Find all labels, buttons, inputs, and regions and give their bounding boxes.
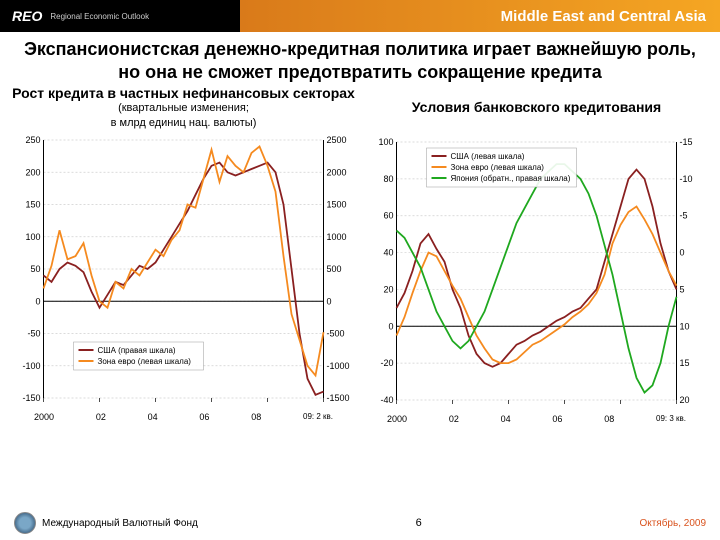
svg-text:20: 20 <box>383 284 393 294</box>
footer-page: 6 <box>198 517 640 529</box>
svg-text:2500: 2500 <box>327 135 347 145</box>
footer: Международный Валютный Фонд 6 Октябрь, 2… <box>0 512 720 534</box>
svg-text:-1000: -1000 <box>327 361 350 371</box>
footer-org: Международный Валютный Фонд <box>42 518 198 529</box>
header-left: REO Regional Economic Outlook <box>0 0 240 32</box>
svg-text:0: 0 <box>35 296 40 306</box>
svg-text:0: 0 <box>680 247 685 257</box>
svg-text:0: 0 <box>327 296 332 306</box>
charts-row: Рост кредита в частных нефинансовых сект… <box>0 85 720 424</box>
svg-text:150: 150 <box>25 200 40 210</box>
left-chart-box: -150-100-50050100150200250-1500-1000-500… <box>10 132 357 412</box>
svg-text:250: 250 <box>25 135 40 145</box>
right-chart-title: Условия банковского кредитования <box>363 99 710 116</box>
svg-text:10: 10 <box>680 321 690 331</box>
left-chart-title: Рост кредита в частных нефинансовых сект… <box>10 85 357 102</box>
svg-text:100: 100 <box>25 232 40 242</box>
right-chart-col: Условия банковского кредитования -40 -20 0… <box>363 85 710 424</box>
svg-text:-50: -50 <box>27 329 40 339</box>
header-region: Middle East and Central Asia <box>240 0 720 32</box>
svg-text:200: 200 <box>25 167 40 177</box>
right-chart-box: -40 -20 0 20 40 60 80 100 -15 -10 -5 0 5 10 15 20 США (л… <box>363 134 710 414</box>
svg-text:1500: 1500 <box>327 200 347 210</box>
left-xticks: 20000204060809: 2 кв. <box>10 412 357 422</box>
left-chart-sub2: в млрд единиц нац. валюты) <box>10 117 357 130</box>
svg-text:20: 20 <box>680 395 690 405</box>
svg-text:-1500: -1500 <box>327 393 350 403</box>
svg-text:-15: -15 <box>680 137 693 147</box>
svg-text:-5: -5 <box>680 211 688 221</box>
svg-text:15: 15 <box>680 358 690 368</box>
svg-text:Зона евро (левая шкала): Зона евро (левая шкала) <box>451 163 545 172</box>
svg-text:-100: -100 <box>22 361 40 371</box>
svg-text:0: 0 <box>388 321 393 331</box>
svg-text:60: 60 <box>383 211 393 221</box>
svg-text:-150: -150 <box>22 393 40 403</box>
svg-text:2000: 2000 <box>327 167 347 177</box>
svg-text:США (левая шкала): США (левая шкала) <box>451 152 525 161</box>
svg-text:-10: -10 <box>680 174 693 184</box>
svg-text:80: 80 <box>383 174 393 184</box>
svg-text:США (правая шкала): США (правая шкала) <box>98 346 176 355</box>
svg-text:500: 500 <box>327 264 342 274</box>
imf-logo-icon <box>14 512 36 534</box>
svg-text:5: 5 <box>680 284 685 294</box>
left-chart-sub1: (квартальные изменения; <box>10 102 357 115</box>
left-chart-col: Рост кредита в частных нефинансовых сект… <box>10 85 357 424</box>
svg-text:40: 40 <box>383 247 393 257</box>
left-chart-svg: -150-100-50050100150200250-1500-1000-500… <box>10 132 357 412</box>
svg-text:-20: -20 <box>380 358 393 368</box>
svg-text:100: 100 <box>378 137 393 147</box>
reo-subtitle: Regional Economic Outlook <box>50 12 149 21</box>
reo-logo: REO <box>12 8 42 24</box>
svg-text:-500: -500 <box>327 329 345 339</box>
svg-text:-40: -40 <box>380 395 393 405</box>
header-bar: REO Regional Economic Outlook Middle Eas… <box>0 0 720 32</box>
svg-text:Япония (обратн., правая шкала): Япония (обратн., правая шкала) <box>451 174 571 183</box>
footer-date: Октябрь, 2009 <box>639 518 706 529</box>
right-xticks: 20000204060809: 3 кв. <box>363 414 710 424</box>
right-chart-svg: -40 -20 0 20 40 60 80 100 -15 -10 -5 0 5 10 15 20 США (л… <box>363 134 710 414</box>
svg-text:50: 50 <box>30 264 40 274</box>
slide-title: Экспансионистская денежно-кредитная поли… <box>0 32 720 85</box>
svg-text:1000: 1000 <box>327 232 347 242</box>
svg-text:Зона евро (левая шкала): Зона евро (левая шкала) <box>98 357 192 366</box>
